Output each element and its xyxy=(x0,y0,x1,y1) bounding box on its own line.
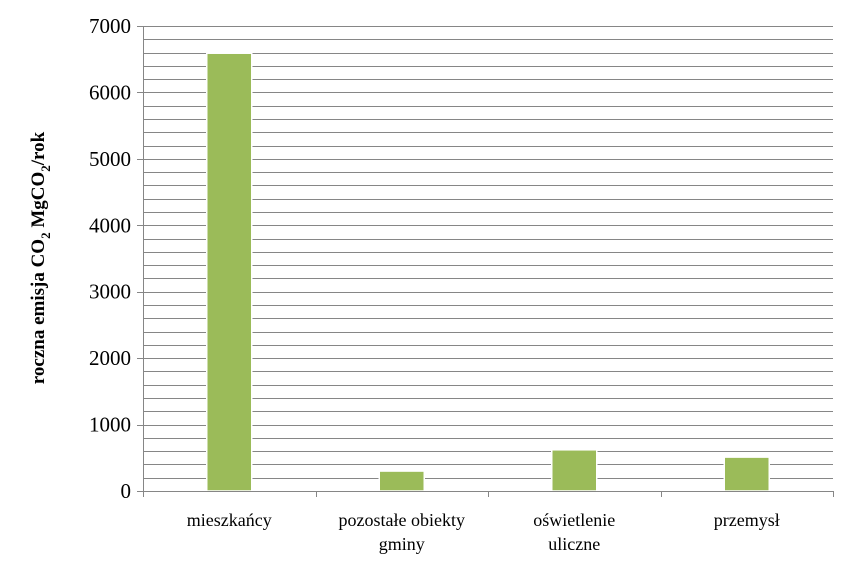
y-tick-label: 2000 xyxy=(89,346,131,370)
y-tick-label: 7000 xyxy=(89,14,131,38)
x-category-label: mieszkańcy xyxy=(187,510,272,530)
y-tick-label: 5000 xyxy=(89,147,131,171)
y-tick-label: 1000 xyxy=(89,413,131,437)
y-tick-label: 0 xyxy=(121,479,132,503)
bar xyxy=(723,456,770,492)
bar xyxy=(378,470,425,492)
y-tick-labels: 0 1000 2000 3000 4000 5000 6000 7000 xyxy=(89,14,131,503)
bar xyxy=(206,52,253,492)
x-tick-labels: mieszkańcy pozostałe obiekty gminy oświetle… xyxy=(187,510,780,554)
x-category-label: oświetlenie uliczne xyxy=(533,510,615,554)
axes xyxy=(137,26,834,497)
y-tick-label: 6000 xyxy=(89,80,131,104)
x-category-label: pozostałe obiekty gminy xyxy=(339,510,465,554)
bar-series xyxy=(206,52,770,492)
gridlines xyxy=(143,26,833,479)
y-tick-label: 4000 xyxy=(89,213,131,237)
x-category-label: przemysł xyxy=(714,510,780,530)
y-axis-label: roczna emisja CO2 MgCO2/rok xyxy=(28,131,53,384)
y-tick-label: 3000 xyxy=(89,280,131,304)
bar xyxy=(551,449,598,492)
